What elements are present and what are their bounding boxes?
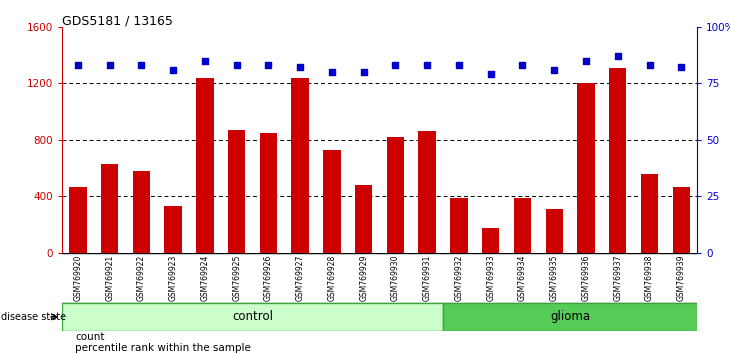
- Point: [104, 62, 115, 68]
- Point: [199, 58, 211, 63]
- Bar: [514, 198, 531, 253]
- Point: [231, 62, 242, 68]
- Text: GSM769939: GSM769939: [677, 255, 685, 301]
- Bar: [418, 131, 436, 253]
- Bar: [228, 130, 245, 253]
- Text: GSM769929: GSM769929: [359, 255, 368, 301]
- Point: [167, 67, 179, 73]
- Text: GSM769937: GSM769937: [613, 255, 622, 301]
- Bar: [443, 303, 697, 331]
- Text: glioma: glioma: [550, 310, 590, 323]
- Point: [326, 69, 338, 75]
- Text: GSM769921: GSM769921: [105, 255, 114, 301]
- Text: GSM769927: GSM769927: [296, 255, 304, 301]
- Text: disease state: disease state: [1, 312, 66, 322]
- Point: [358, 69, 369, 75]
- Text: GSM769926: GSM769926: [264, 255, 273, 301]
- Text: GSM769924: GSM769924: [201, 255, 210, 301]
- Point: [294, 64, 306, 70]
- Text: control: control: [232, 310, 273, 323]
- Text: GSM769938: GSM769938: [645, 255, 654, 301]
- Point: [612, 53, 623, 59]
- Point: [485, 71, 496, 77]
- Point: [421, 62, 433, 68]
- Point: [136, 62, 147, 68]
- Text: GSM769923: GSM769923: [169, 255, 177, 301]
- Text: GSM769920: GSM769920: [74, 255, 82, 301]
- Bar: [291, 78, 309, 253]
- Bar: [323, 150, 341, 253]
- Bar: [101, 164, 118, 253]
- Bar: [672, 187, 690, 253]
- Point: [263, 62, 274, 68]
- Point: [72, 62, 84, 68]
- Text: GSM769933: GSM769933: [486, 255, 495, 301]
- Text: GSM769935: GSM769935: [550, 255, 558, 301]
- Text: GSM769931: GSM769931: [423, 255, 431, 301]
- Text: GSM769928: GSM769928: [328, 255, 337, 301]
- Point: [644, 62, 656, 68]
- Bar: [69, 187, 87, 253]
- Text: GSM769922: GSM769922: [137, 255, 146, 301]
- Text: GSM769932: GSM769932: [455, 255, 464, 301]
- Point: [675, 64, 687, 70]
- Text: GSM769934: GSM769934: [518, 255, 527, 301]
- Bar: [641, 174, 658, 253]
- Bar: [545, 209, 563, 253]
- Bar: [577, 83, 595, 253]
- Bar: [62, 303, 443, 331]
- Bar: [133, 171, 150, 253]
- Text: GDS5181 / 13165: GDS5181 / 13165: [62, 14, 173, 27]
- Point: [390, 62, 402, 68]
- Point: [580, 58, 592, 63]
- Point: [453, 62, 465, 68]
- Text: percentile rank within the sample: percentile rank within the sample: [75, 343, 251, 353]
- Point: [548, 67, 560, 73]
- Bar: [609, 68, 626, 253]
- Bar: [164, 206, 182, 253]
- Bar: [196, 78, 214, 253]
- Text: GSM769925: GSM769925: [232, 255, 241, 301]
- Bar: [387, 137, 404, 253]
- Text: GSM769930: GSM769930: [391, 255, 400, 301]
- Point: [517, 62, 529, 68]
- Bar: [482, 228, 499, 253]
- Bar: [260, 133, 277, 253]
- Text: GSM769936: GSM769936: [582, 255, 591, 301]
- Text: count: count: [75, 332, 104, 342]
- Bar: [450, 198, 468, 253]
- Bar: [355, 185, 372, 253]
